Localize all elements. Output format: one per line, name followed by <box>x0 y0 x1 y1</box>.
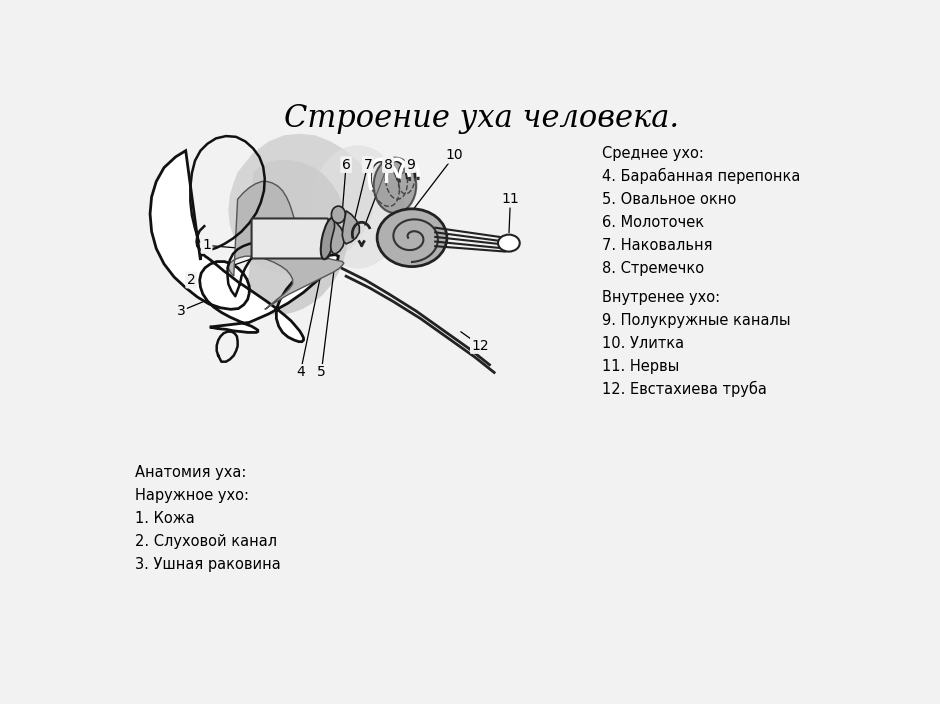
Ellipse shape <box>311 145 404 268</box>
Text: 3. Ушная раковина: 3. Ушная раковина <box>134 558 280 572</box>
Text: 11. Нервы: 11. Нервы <box>602 359 679 374</box>
Text: Внутренее ухо:: Внутренее ухо: <box>602 289 720 305</box>
Text: Наружное ухо:: Наружное ухо: <box>134 488 248 503</box>
Text: 7: 7 <box>364 158 372 172</box>
Ellipse shape <box>373 158 416 213</box>
Text: 12: 12 <box>471 339 489 353</box>
Text: 2. Слуховой канал: 2. Слуховой канал <box>134 534 276 549</box>
Text: Строение уха человека.: Строение уха человека. <box>284 103 680 134</box>
Polygon shape <box>228 134 375 275</box>
Text: Анатомия уха:: Анатомия уха: <box>134 465 246 480</box>
Text: Среднее ухо:: Среднее ухо: <box>602 146 704 161</box>
Text: 12. Евстахиева труба: 12. Евстахиева труба <box>602 382 767 398</box>
Ellipse shape <box>498 234 520 251</box>
Text: 9. Полукружные каналы: 9. Полукружные каналы <box>602 313 791 327</box>
Text: 5: 5 <box>317 365 325 379</box>
Polygon shape <box>248 160 348 315</box>
Text: 6. Молоточек: 6. Молоточек <box>602 215 704 230</box>
FancyBboxPatch shape <box>252 218 328 258</box>
Text: 9: 9 <box>406 158 415 172</box>
Text: 1. Кожа: 1. Кожа <box>134 511 195 527</box>
Text: 10: 10 <box>446 149 463 163</box>
Ellipse shape <box>321 218 336 259</box>
Text: 4: 4 <box>296 365 305 379</box>
Text: 7. Наковальня: 7. Наковальня <box>602 238 713 253</box>
Text: 6: 6 <box>341 158 351 172</box>
Text: 11: 11 <box>502 192 519 206</box>
Text: 2: 2 <box>187 273 196 287</box>
Polygon shape <box>331 218 345 254</box>
Text: 4. Барабанная перепонка: 4. Барабанная перепонка <box>602 168 800 184</box>
Ellipse shape <box>332 206 345 223</box>
Polygon shape <box>228 182 344 309</box>
Polygon shape <box>342 210 359 244</box>
Text: 5. Овальное окно: 5. Овальное окно <box>602 191 736 207</box>
Polygon shape <box>150 151 338 341</box>
Text: 8: 8 <box>384 158 392 172</box>
Ellipse shape <box>377 209 446 267</box>
Text: 8. Стремечко: 8. Стремечко <box>602 261 704 276</box>
Text: 10. Улитка: 10. Улитка <box>602 336 684 351</box>
Text: 1: 1 <box>202 239 212 253</box>
Text: 3: 3 <box>177 304 185 318</box>
